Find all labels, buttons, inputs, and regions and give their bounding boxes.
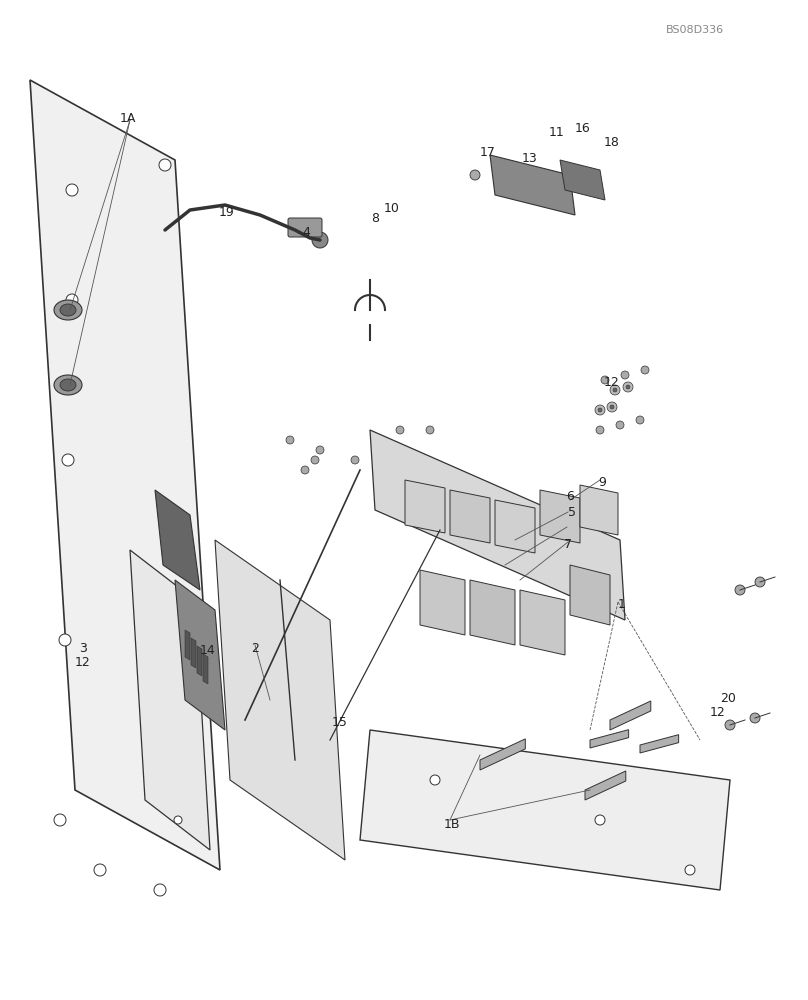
Text: 8: 8: [371, 212, 379, 225]
Text: 15: 15: [332, 716, 348, 730]
Polygon shape: [560, 160, 605, 200]
Polygon shape: [185, 630, 190, 660]
FancyBboxPatch shape: [288, 218, 322, 237]
Circle shape: [470, 170, 480, 180]
Polygon shape: [585, 771, 625, 800]
Text: 12: 12: [604, 376, 620, 389]
Polygon shape: [580, 485, 618, 535]
Polygon shape: [215, 540, 345, 860]
Polygon shape: [130, 550, 210, 850]
Text: 7: 7: [564, 538, 572, 552]
Polygon shape: [420, 570, 465, 635]
Text: 19: 19: [219, 207, 235, 220]
Polygon shape: [540, 490, 580, 543]
Polygon shape: [175, 580, 225, 730]
Text: 12: 12: [710, 706, 726, 720]
Polygon shape: [405, 480, 445, 533]
Circle shape: [351, 456, 359, 464]
Polygon shape: [360, 730, 730, 890]
Circle shape: [174, 816, 182, 824]
Circle shape: [601, 376, 609, 384]
Text: 12: 12: [75, 656, 90, 670]
Text: 6: 6: [566, 490, 574, 504]
Ellipse shape: [60, 304, 76, 316]
Ellipse shape: [54, 300, 82, 320]
Ellipse shape: [54, 375, 82, 395]
Polygon shape: [203, 654, 208, 684]
Circle shape: [685, 865, 695, 875]
Text: 18: 18: [604, 136, 620, 149]
Polygon shape: [495, 500, 535, 553]
Circle shape: [607, 402, 617, 412]
Circle shape: [613, 388, 617, 392]
Circle shape: [312, 232, 328, 248]
Text: BS08D336: BS08D336: [666, 25, 724, 35]
Circle shape: [750, 713, 760, 723]
Text: 16: 16: [575, 121, 591, 134]
Text: 2: 2: [251, 642, 259, 654]
Circle shape: [595, 405, 605, 415]
Circle shape: [311, 456, 319, 464]
Text: 5: 5: [568, 506, 576, 520]
Text: 1A: 1A: [120, 111, 137, 124]
Polygon shape: [480, 739, 525, 770]
Circle shape: [62, 454, 74, 466]
Polygon shape: [450, 490, 490, 543]
Circle shape: [159, 159, 171, 171]
Circle shape: [316, 446, 324, 454]
Polygon shape: [590, 730, 629, 748]
Circle shape: [610, 385, 620, 395]
Polygon shape: [370, 430, 625, 620]
Text: 10: 10: [384, 202, 400, 215]
Circle shape: [641, 366, 649, 374]
Polygon shape: [520, 590, 565, 655]
Circle shape: [430, 775, 440, 785]
Circle shape: [616, 421, 624, 429]
Polygon shape: [640, 735, 679, 753]
Circle shape: [54, 814, 66, 826]
Circle shape: [610, 405, 614, 409]
Polygon shape: [470, 580, 515, 645]
Text: 11: 11: [549, 126, 565, 139]
Text: 20: 20: [720, 692, 736, 704]
Circle shape: [66, 184, 78, 196]
Circle shape: [154, 884, 166, 896]
Circle shape: [755, 577, 765, 587]
Polygon shape: [197, 646, 202, 676]
Circle shape: [623, 382, 633, 392]
Text: 14: 14: [200, 645, 216, 658]
Polygon shape: [610, 701, 650, 730]
Circle shape: [59, 634, 71, 646]
Circle shape: [621, 371, 629, 379]
Circle shape: [94, 864, 106, 876]
Circle shape: [66, 294, 78, 306]
Circle shape: [636, 416, 644, 424]
Text: 3: 3: [79, 642, 87, 654]
Polygon shape: [191, 638, 196, 668]
Circle shape: [735, 585, 745, 595]
Text: 9: 9: [598, 477, 606, 489]
Ellipse shape: [60, 379, 76, 391]
Circle shape: [595, 815, 605, 825]
Polygon shape: [155, 490, 200, 590]
Circle shape: [301, 466, 309, 474]
Polygon shape: [30, 80, 220, 870]
Text: 4: 4: [302, 226, 310, 238]
Circle shape: [596, 426, 604, 434]
Circle shape: [426, 426, 434, 434]
Circle shape: [598, 408, 602, 412]
Polygon shape: [570, 565, 610, 625]
Text: 1: 1: [618, 598, 626, 611]
Text: 13: 13: [522, 151, 538, 164]
Text: 17: 17: [480, 146, 496, 159]
Text: 1B: 1B: [444, 818, 461, 832]
Circle shape: [396, 426, 404, 434]
Circle shape: [626, 385, 630, 389]
Polygon shape: [490, 155, 575, 215]
Circle shape: [286, 436, 294, 444]
Circle shape: [725, 720, 735, 730]
